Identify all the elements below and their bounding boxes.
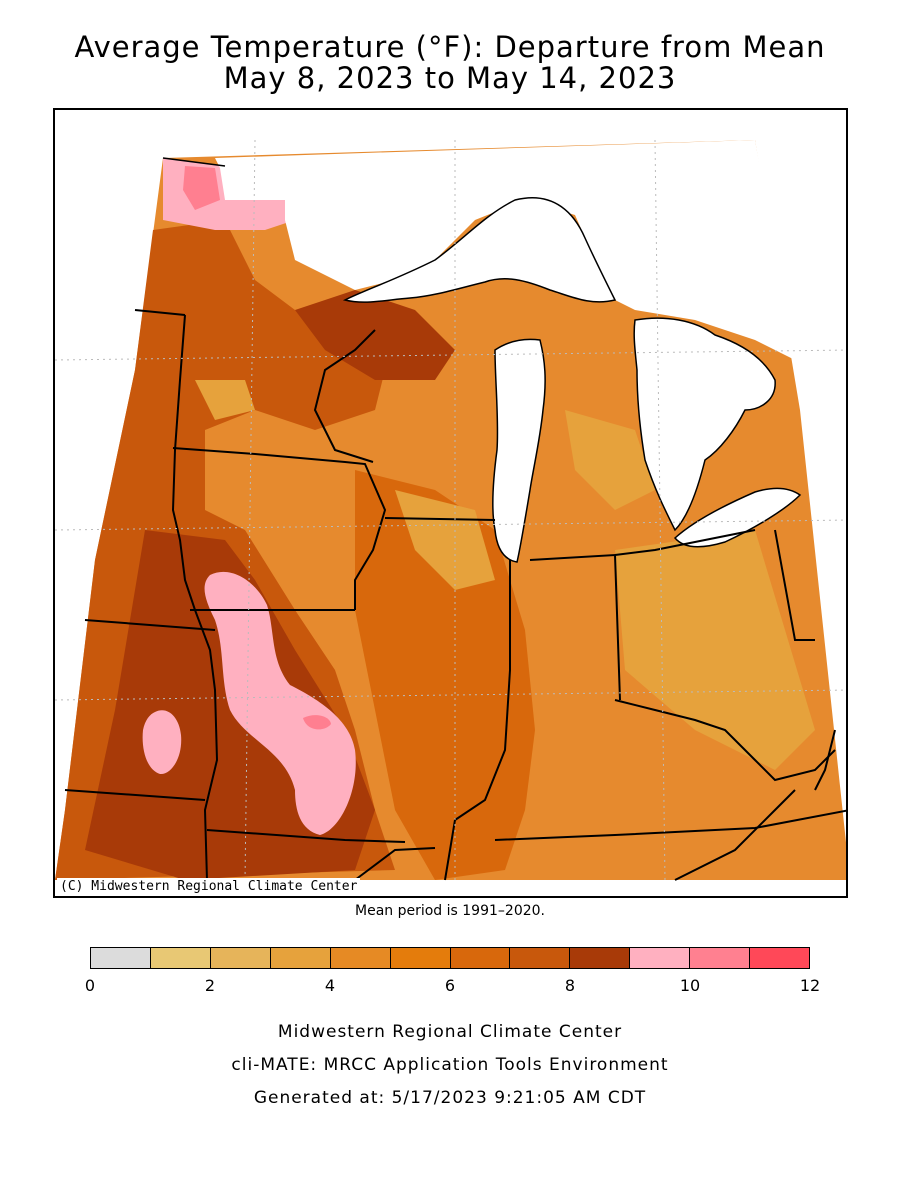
wi-light-zone xyxy=(395,490,495,590)
legend-swatch xyxy=(150,948,211,968)
lake-michigan xyxy=(492,339,546,562)
legend-swatch xyxy=(750,948,810,968)
ia-pink-zone xyxy=(204,571,356,835)
map-title: Average Temperature (°F): Departure from… xyxy=(74,30,826,64)
legend-tick-label: 0 xyxy=(84,976,96,995)
ks-pink-spot xyxy=(142,710,182,775)
legend-swatch xyxy=(91,948,151,968)
north-dark-zone xyxy=(295,290,455,380)
legend-tick-label: 4 xyxy=(324,976,336,995)
map-canvas xyxy=(55,139,846,881)
legend-swatch xyxy=(630,948,691,968)
legend-swatch xyxy=(570,948,631,968)
legend-swatch xyxy=(390,948,451,968)
legend-tick-label: 2 xyxy=(204,976,216,995)
legend-swatch xyxy=(450,948,511,968)
legend-swatch xyxy=(510,948,571,968)
temperature-departure-map: (C) Midwestern Regional Climate Center xyxy=(53,108,848,898)
footer-tool-name: cli-MATE: MRCC Application Tools Environ… xyxy=(231,1055,669,1075)
date-range-subtitle: May 8, 2023 to May 14, 2023 xyxy=(223,61,677,95)
legend-swatch xyxy=(690,948,751,968)
ia-hotpink-spot xyxy=(303,715,331,730)
legend-tick-label: 8 xyxy=(564,976,576,995)
lake-huron xyxy=(634,318,776,530)
graticule xyxy=(55,139,846,881)
footer-generated-time: Generated at: 5/17/2023 9:21:05 AM CDT xyxy=(253,1088,647,1108)
footer-organization: Midwestern Regional Climate Center xyxy=(277,1022,623,1042)
legend-swatch xyxy=(210,948,271,968)
legend-tick-label: 6 xyxy=(444,976,456,995)
ne-hotpink-zone xyxy=(183,166,220,210)
mean-period-note: Mean period is 1991–2020. xyxy=(355,903,545,919)
legend-swatch xyxy=(270,948,331,968)
canada-north-land xyxy=(215,140,795,360)
state-borders xyxy=(64,309,846,881)
legend-swatch xyxy=(330,948,391,968)
legend-tick-label: 10 xyxy=(679,976,701,995)
mi-light-zone xyxy=(565,410,655,510)
color-legend-bar xyxy=(90,947,810,969)
lake-superior xyxy=(345,197,615,303)
lake-erie xyxy=(675,488,800,547)
nd-light-zone xyxy=(195,380,255,420)
map-credit-label: (C) Midwestern Regional Climate Center xyxy=(57,878,361,895)
east-light-zone xyxy=(615,530,815,770)
legend-tick-label: 12 xyxy=(799,976,821,995)
